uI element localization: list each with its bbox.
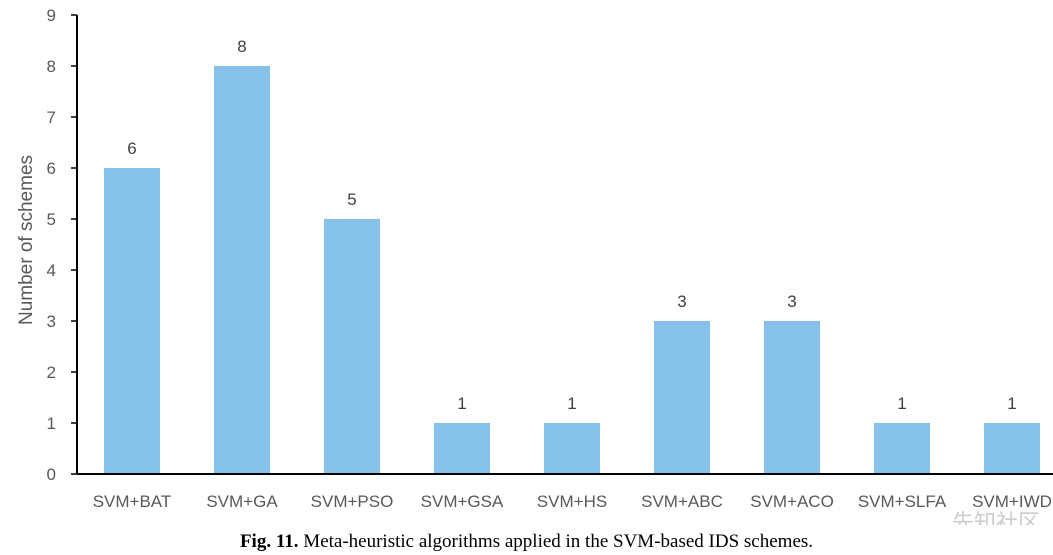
y-tick-label: 5: [47, 210, 56, 229]
x-tick-label: SVM+HS: [537, 492, 607, 511]
y-tick-label: 6: [47, 159, 56, 178]
bar-value-label: 6: [127, 139, 136, 158]
x-tick-label: SVM+GSA: [421, 492, 504, 511]
y-tick-label: 3: [47, 312, 56, 331]
y-tick-label: 1: [47, 414, 56, 433]
x-tick-label: SVM+SLFA: [858, 492, 947, 511]
y-tick-label: 9: [47, 6, 56, 25]
y-tick-label: 8: [47, 57, 56, 76]
bar: [764, 321, 820, 474]
y-tick-label: 2: [47, 363, 56, 382]
bar: [654, 321, 710, 474]
bar: [544, 423, 600, 474]
bar: [104, 168, 160, 474]
bar: [214, 66, 270, 474]
bar-value-label: 1: [1007, 394, 1016, 413]
y-axis-title: Number of schemes: [16, 155, 37, 325]
y-axis-label: Number of schemes: [16, 155, 37, 325]
bars: [104, 66, 1040, 474]
bar: [984, 423, 1040, 474]
figure-caption: Fig. 11. Meta-heuristic algorithms appli…: [0, 531, 1053, 553]
bar: [434, 423, 490, 474]
bar: [874, 423, 930, 474]
bar-value-label: 3: [787, 292, 796, 311]
x-tick-label: SVM+ACO: [750, 492, 834, 511]
bar-value-label: 8: [237, 37, 246, 56]
figure-caption-text: Meta-heuristic algorithms applied in the…: [303, 531, 814, 552]
bar-value-label: 1: [457, 394, 466, 413]
bar-chart: Number of schemes 0 1 2 3 4 5 6 7 8 9 6 8 5 1 1 3 3 1 1 S…: [16, 6, 1053, 525]
y-tick-label: 4: [47, 261, 56, 280]
y-tick-label: 7: [47, 108, 56, 127]
bar-value-label: 1: [897, 394, 906, 413]
figure-label: Fig. 11.: [239, 531, 299, 552]
bar-value-label: 1: [567, 394, 576, 413]
y-axis-ticks: 0 1 2 3 4 5 6 7 8 9: [47, 6, 77, 484]
x-tick-label: SVM+PSO: [311, 492, 394, 511]
x-tick-label: SVM+GA: [206, 492, 278, 511]
bar: [324, 219, 380, 474]
x-tick-label: SVM+ABC: [641, 492, 723, 511]
watermark: 先知社区: [952, 511, 1040, 525]
y-tick-label: 0: [47, 465, 56, 484]
bar-value-label: 5: [347, 190, 356, 209]
data-labels: 6 8 5 1 1 3 3 1 1: [127, 37, 1016, 413]
x-tick-label: SVM+BAT: [93, 492, 172, 511]
x-axis-ticks: SVM+BAT SVM+GA SVM+PSO SVM+GSA SVM+HS SVM+ABC…: [93, 492, 1052, 511]
bar-value-label: 3: [677, 292, 686, 311]
x-tick-label: SVM+IWD: [972, 492, 1052, 511]
